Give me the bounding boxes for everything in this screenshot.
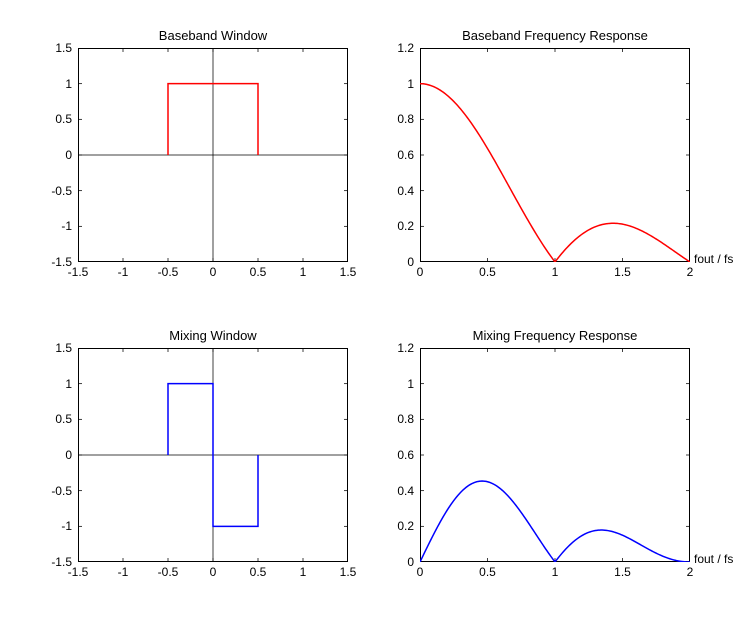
mixing_window-xtick-label: 0.5 [250, 566, 267, 578]
baseband_window-xtick-label: 0.5 [250, 266, 267, 278]
baseband_freq-ytick-label: 0.8 [374, 113, 414, 125]
baseband_freq-ytick-label: 1.2 [374, 42, 414, 54]
mixing_freq-ytick-label: 0 [374, 556, 414, 568]
mixing_freq-xtick-label: 1 [552, 566, 559, 578]
mixing_freq-xtick-label: 1.5 [614, 566, 631, 578]
mixing_freq-series-line [420, 481, 690, 562]
baseband_freq-xtick-label: 0 [417, 266, 424, 278]
baseband_window-ytick-label: 1.5 [32, 42, 72, 54]
mixing_window-xtick-label: -0.5 [158, 566, 179, 578]
baseband_freq-series-line [420, 84, 690, 262]
baseband_window-title: Baseband Window [78, 28, 348, 43]
baseband_window-ytick-label: -0.5 [32, 185, 72, 197]
baseband_freq-ytick-label: 0.6 [374, 149, 414, 161]
mixing_window-ytick-label: 0 [32, 449, 72, 461]
baseband_window-ytick-label: 0.5 [32, 113, 72, 125]
mixing_freq-xtick-label: 0 [417, 566, 424, 578]
mixing_freq-plot-svg [420, 348, 690, 562]
subplot-mixing_freq: Mixing Frequency Response00.511.5200.20.… [420, 348, 690, 562]
baseband_window-xtick-label: -0.5 [158, 266, 179, 278]
baseband_window-ytick-label: 0 [32, 149, 72, 161]
mixing_window-ytick-label: -1.5 [32, 556, 72, 568]
baseband_freq-ytick-label: 1 [374, 78, 414, 90]
mixing_window-ytick-label: 1 [32, 378, 72, 390]
baseband_freq-ytick-label: 0.4 [374, 185, 414, 197]
mixing_freq-ytick-label: 0.4 [374, 485, 414, 497]
mixing_window-xtick-label: -1 [118, 566, 129, 578]
subplot-mixing_window: Mixing Window-1.5-1-0.500.511.5-1.5-1-0.… [78, 348, 348, 562]
baseband_window-xtick-label: -1 [118, 266, 129, 278]
baseband_window-xtick-label: 1 [300, 266, 307, 278]
subplot-baseband_freq: Baseband Frequency Response00.511.5200.2… [420, 48, 690, 262]
mixing_window-ytick-label: 1.5 [32, 342, 72, 354]
baseband_freq-xtick-label: 1 [552, 266, 559, 278]
mixing_window-ytick-label: -0.5 [32, 485, 72, 497]
baseband_freq-xlabel: fout / fs [694, 252, 733, 266]
baseband_freq-xtick-label: 2 [687, 266, 694, 278]
baseband_window-plot-svg [78, 48, 348, 262]
mixing_freq-ytick-label: 0.2 [374, 520, 414, 532]
mixing_freq-title: Mixing Frequency Response [420, 328, 690, 343]
mixing_freq-xtick-label: 2 [687, 566, 694, 578]
mixing_window-plot-svg [78, 348, 348, 562]
mixing_freq-ytick-label: 1 [374, 378, 414, 390]
mixing_window-ytick-label: 0.5 [32, 413, 72, 425]
baseband_window-ytick-label: -1.5 [32, 256, 72, 268]
baseband_window-ytick-label: -1 [32, 220, 72, 232]
baseband_freq-plot-svg [420, 48, 690, 262]
mixing_window-xtick-label: 0 [210, 566, 217, 578]
baseband_freq-xtick-label: 0.5 [479, 266, 496, 278]
mixing_window-xtick-label: 1 [300, 566, 307, 578]
mixing_freq-xlabel: fout / fs [694, 552, 733, 566]
baseband_freq-ytick-label: 0 [374, 256, 414, 268]
mixing_freq-ytick-label: 0.6 [374, 449, 414, 461]
mixing_window-title: Mixing Window [78, 328, 348, 343]
baseband_window-xtick-label: 0 [210, 266, 217, 278]
mixing_window-xtick-label: 1.5 [340, 566, 357, 578]
mixing_freq-xtick-label: 0.5 [479, 566, 496, 578]
subplot-baseband_window: Baseband Window-1.5-1-0.500.511.5-1.5-1-… [78, 48, 348, 262]
baseband_window-xtick-label: 1.5 [340, 266, 357, 278]
baseband_freq-xtick-label: 1.5 [614, 266, 631, 278]
baseband_freq-ytick-label: 0.2 [374, 220, 414, 232]
mixing_freq-ytick-label: 0.8 [374, 413, 414, 425]
mixing_window-ytick-label: -1 [32, 520, 72, 532]
mixing_freq-ytick-label: 1.2 [374, 342, 414, 354]
baseband_freq-title: Baseband Frequency Response [420, 28, 690, 43]
baseband_window-ytick-label: 1 [32, 78, 72, 90]
